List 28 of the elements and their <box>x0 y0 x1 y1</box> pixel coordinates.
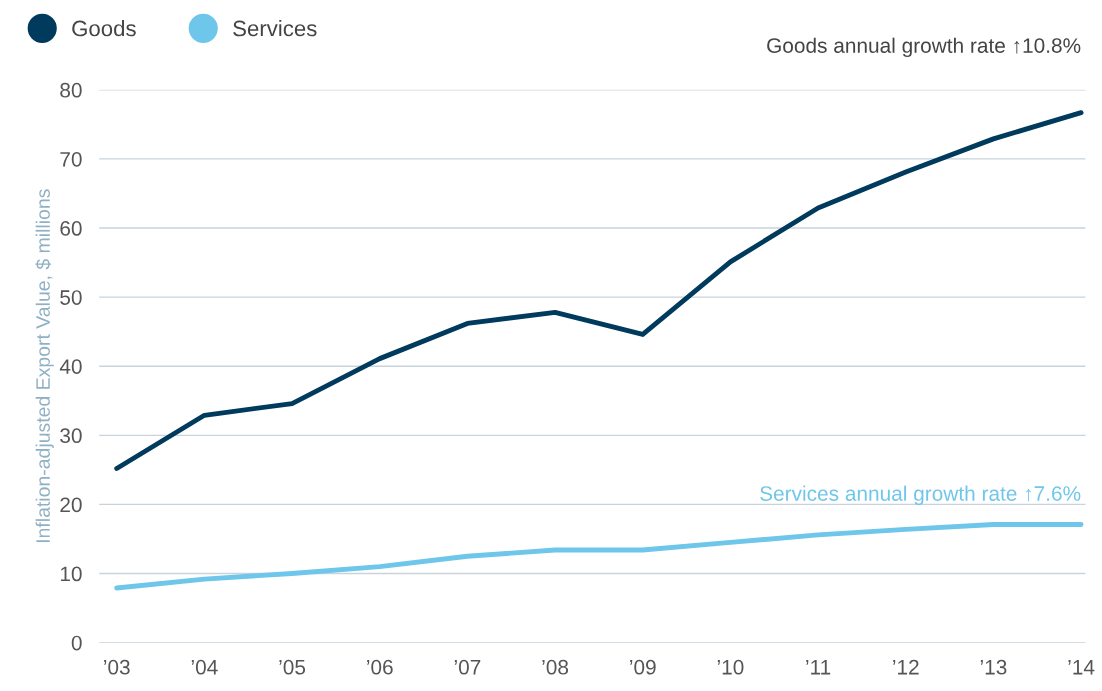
y-axis-title: Inflation-adjusted Export Value, $ millions <box>35 189 54 543</box>
x-tick-label: ’14 <box>1068 660 1095 675</box>
annotation: Services annual growth rate ↑7.6% <box>760 485 1081 506</box>
x-tick-label: ’08 <box>542 659 569 675</box>
y-tick-label: 30 <box>60 428 82 444</box>
line-series <box>114 522 1084 591</box>
x-tick-label: ’03 <box>104 659 130 675</box>
x-tick-label: ’10 <box>717 659 744 675</box>
y-tick-label: 0 <box>71 635 82 651</box>
x-tick-label: ’11 <box>806 660 831 675</box>
y-tick-label: 20 <box>60 497 82 513</box>
x-tick-label: ’07 <box>454 659 481 675</box>
x-tick-label: ’05 <box>279 659 306 675</box>
y-tick-label: 80 <box>60 82 82 98</box>
legend-label: Goods <box>72 20 136 37</box>
x-tick-label: ’13 <box>980 659 1007 675</box>
x-tick-label: ’09 <box>630 659 656 675</box>
legend-label: Services <box>233 20 317 37</box>
x-tick-label: ’04 <box>191 659 218 675</box>
y-tick-label: 60 <box>60 221 82 236</box>
y-tick-label: 70 <box>60 151 82 167</box>
y-tick-label: 50 <box>60 290 82 305</box>
y-tick-label: 10 <box>60 566 82 582</box>
y-tick-label: 40 <box>59 359 82 374</box>
text: Goods annual growth rate ↑10.8% <box>767 37 1081 58</box>
x-tick-label: ’12 <box>893 659 919 675</box>
line-series <box>114 110 1084 471</box>
x-tick-label: ’06 <box>367 659 393 675</box>
